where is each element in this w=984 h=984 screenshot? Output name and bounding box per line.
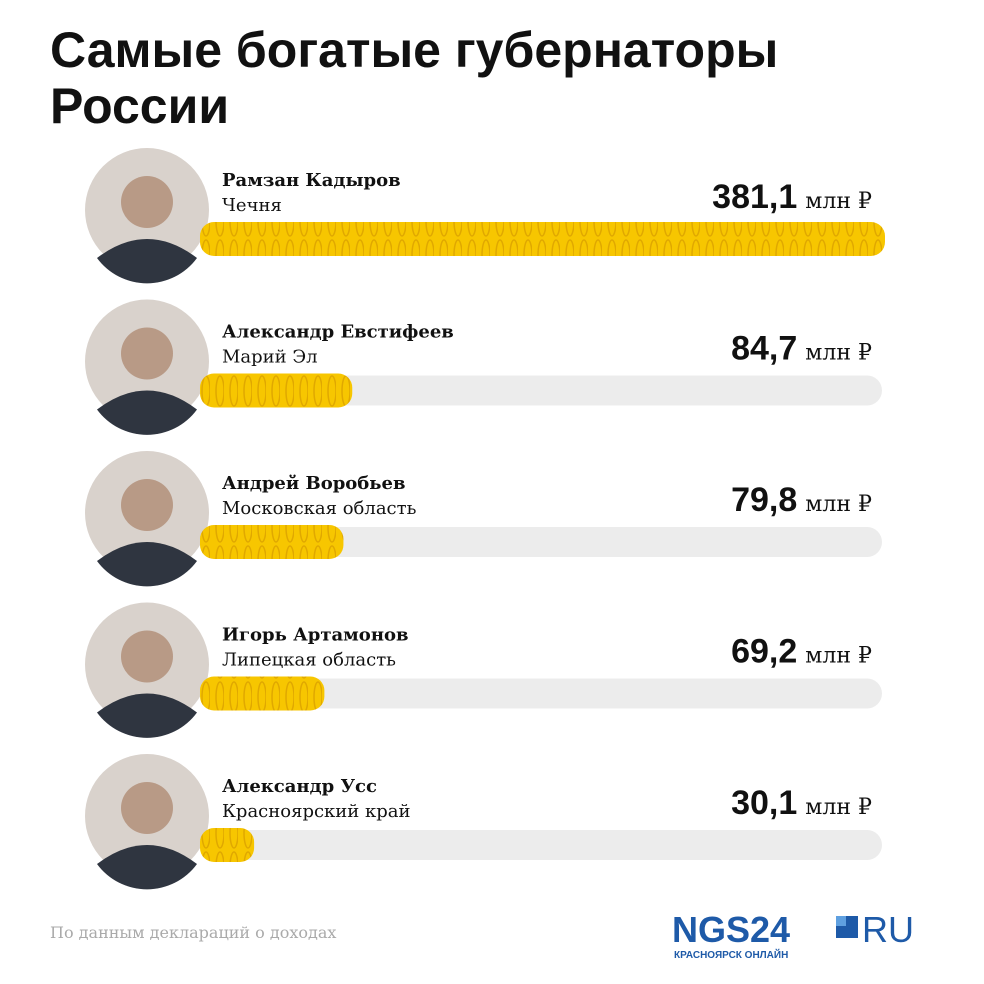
logo-suffix: RU <box>862 909 914 950</box>
source-note: По данным деклараций о доходах <box>50 923 336 942</box>
portrait-head <box>121 327 173 380</box>
governor-name: Александр Усс <box>222 776 377 797</box>
chart-title: Самые богатые губернаторы России <box>50 22 779 134</box>
region: Московская область <box>222 498 417 519</box>
value-unit: млн ₽ <box>805 492 872 517</box>
value-unit: млн ₽ <box>805 644 872 669</box>
portrait-body <box>97 542 197 587</box>
portrait-body <box>97 239 197 284</box>
region: Липецкая область <box>222 650 396 671</box>
bar <box>200 373 353 408</box>
value-label: 84,7 млн ₽ <box>731 330 872 368</box>
value-label: 381,1 млн ₽ <box>712 178 872 216</box>
bar-track <box>200 375 882 406</box>
portrait-body <box>97 845 197 890</box>
value-label: 30,1 млн ₽ <box>731 784 872 822</box>
region: Красноярский край <box>222 801 411 822</box>
value-number: 30,1 <box>731 784 797 822</box>
value-number: 381,1 <box>712 178 797 216</box>
governor-name: Андрей Воробьев <box>222 473 405 494</box>
value-number: 79,8 <box>731 481 797 519</box>
bar <box>200 222 885 256</box>
region: Марий Эл <box>222 347 318 368</box>
value-unit: млн ₽ <box>805 795 872 820</box>
logo-main: NGS24 <box>672 909 790 950</box>
bar <box>200 676 325 711</box>
portrait-head <box>121 630 173 683</box>
logo-tagline: КРАСНОЯРСК ОНЛАЙН <box>674 948 788 961</box>
value-label: 69,2 млн ₽ <box>731 633 872 671</box>
value-unit: млн ₽ <box>805 189 872 214</box>
portrait-body <box>97 693 197 738</box>
portrait-head <box>121 176 173 228</box>
portrait-head <box>121 479 173 531</box>
bar-track <box>200 527 882 557</box>
value-label: 79,8 млн ₽ <box>731 481 872 519</box>
bar <box>200 525 344 559</box>
portrait-body <box>97 390 197 435</box>
bar <box>200 828 255 862</box>
governor-name: Игорь Артамонов <box>222 625 409 646</box>
portrait-head <box>121 782 173 834</box>
value-number: 69,2 <box>731 633 797 671</box>
logo-icon <box>836 916 846 926</box>
bar-track <box>200 830 882 860</box>
region: Чечня <box>222 195 282 216</box>
value-unit: млн ₽ <box>805 341 872 366</box>
governor-name: Рамзан Кадыров <box>222 170 401 191</box>
bar-track <box>200 678 882 709</box>
value-number: 84,7 <box>731 330 797 368</box>
governor-name: Александр Евстифеев <box>222 322 454 343</box>
